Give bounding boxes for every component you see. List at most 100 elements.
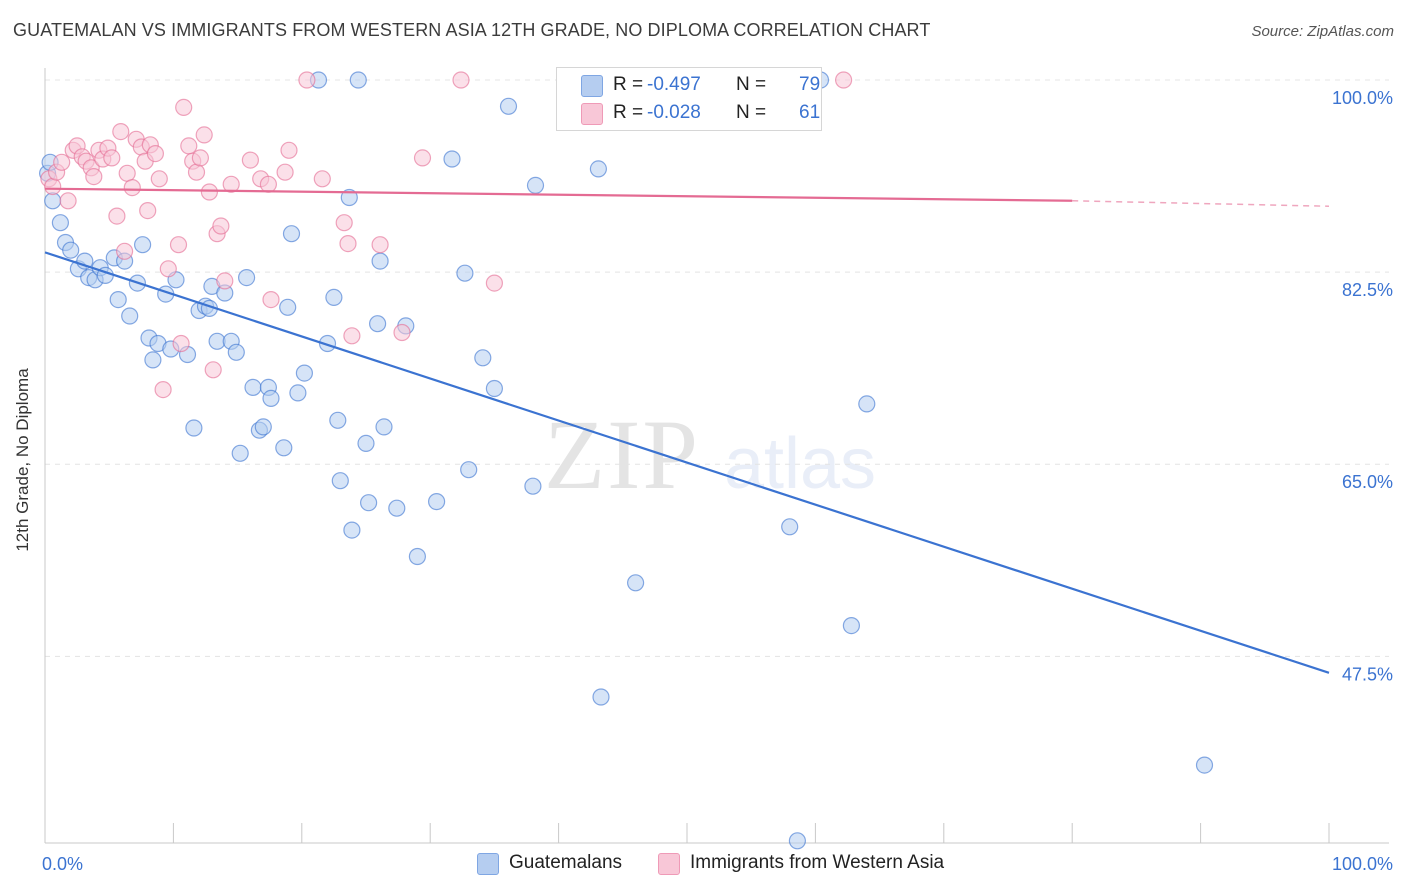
point-guatemalans — [325, 288, 343, 306]
tick-labels: 100.0% 82.5% 65.0% 47.5% 0.0% 100.0% — [42, 88, 1393, 874]
point-guatemalans — [858, 395, 876, 413]
point-western-asia — [241, 151, 259, 169]
point-guatemalans — [282, 225, 301, 243]
point-guatemalans — [408, 547, 426, 566]
x-tick-label: 0.0% — [42, 854, 83, 874]
point-guatemalans — [275, 439, 293, 457]
watermark-zip: ZIP — [544, 399, 700, 510]
point-guatemalans — [254, 418, 272, 436]
point-guatemalans — [231, 444, 249, 462]
point-western-asia — [371, 236, 389, 254]
point-guatemalans — [781, 518, 799, 536]
point-western-asia — [262, 291, 280, 309]
point-guatemalans — [279, 298, 297, 316]
point-guatemalans — [289, 384, 307, 402]
point-western-asia — [222, 175, 240, 193]
point-western-asia — [413, 149, 432, 167]
point-guatemalans — [349, 71, 367, 89]
point-western-asia — [393, 323, 411, 342]
source-credit: Source: ZipAtlas.com — [1251, 23, 1394, 40]
point-guatemalans — [369, 315, 387, 333]
point-western-asia — [204, 361, 222, 379]
point-guatemalans — [524, 477, 542, 495]
point-guatemalans — [227, 343, 245, 361]
point-guatemalans — [144, 351, 162, 369]
point-guatemalans — [474, 349, 492, 367]
point-western-asia — [108, 207, 126, 225]
point-guatemalans — [428, 493, 446, 511]
r-label: R = — [613, 102, 644, 123]
point-guatemalans — [340, 188, 358, 207]
point-western-asia — [191, 149, 209, 167]
r-value: -0.028 — [647, 102, 701, 123]
legend-swatch-guatemalans — [477, 853, 499, 875]
point-western-asia — [154, 381, 172, 399]
point-guatemalans — [592, 688, 610, 706]
point-western-asia — [123, 179, 141, 197]
point-western-asia — [313, 170, 331, 188]
point-guatemalans — [371, 252, 389, 270]
point-guatemalans — [244, 378, 262, 396]
point-western-asia — [118, 164, 136, 182]
point-western-asia — [115, 242, 134, 260]
point-guatemalans — [51, 214, 70, 232]
point-western-asia — [112, 123, 130, 141]
point-western-asia — [834, 71, 853, 89]
point-guatemalans — [343, 521, 361, 539]
stats-legend: R = -0.497 N = 79 R = -0.028 N = 61 — [556, 67, 822, 131]
point-western-asia — [195, 126, 213, 144]
r-value: -0.497 — [647, 74, 701, 95]
y-tick-label: 100.0% — [1332, 88, 1393, 108]
point-guatemalans — [375, 418, 393, 436]
point-western-asia — [212, 217, 230, 235]
legend-label-guatemalans: Guatemalans — [509, 852, 623, 873]
point-guatemalans — [331, 472, 349, 490]
point-guatemalans — [526, 176, 545, 194]
point-western-asia — [339, 235, 357, 253]
point-guatemalans — [238, 269, 256, 287]
point-western-asia — [159, 260, 177, 278]
point-western-asia — [280, 141, 298, 159]
point-guatemalans — [134, 236, 152, 254]
n-label: N = — [736, 102, 767, 123]
point-guatemalans — [318, 334, 337, 353]
point-western-asia — [452, 71, 470, 89]
point-western-asia — [103, 149, 121, 167]
point-western-asia — [169, 236, 188, 254]
n-value: 79 — [799, 74, 821, 95]
trend-line-guatemalans — [44, 251, 1330, 674]
legend-label-western-asia: Immigrants from Western Asia — [690, 852, 945, 873]
legend-swatch-western-asia — [658, 853, 680, 875]
point-guatemalans — [388, 499, 406, 517]
legend-swatch-guatemalans — [581, 75, 603, 97]
point-western-asia — [53, 153, 71, 171]
point-western-asia — [139, 202, 157, 220]
point-guatemalans — [357, 434, 375, 452]
point-guatemalans — [329, 411, 347, 429]
point-western-asia — [200, 183, 218, 201]
point-western-asia — [259, 175, 277, 193]
trend-line-western-asia — [44, 187, 1073, 202]
point-guatemalans — [788, 832, 807, 850]
point-western-asia — [298, 71, 316, 89]
point-western-asia — [175, 98, 193, 117]
chart-title: GUATEMALAN VS IMMIGRANTS FROM WESTERN AS… — [13, 20, 931, 40]
y-tick-label: 47.5% — [1342, 664, 1393, 684]
n-value: 61 — [799, 102, 821, 123]
y-tick-label: 65.0% — [1342, 472, 1393, 492]
point-guatemalans — [109, 291, 127, 309]
point-guatemalans — [360, 494, 378, 512]
legend-swatch-western-asia — [581, 103, 603, 125]
point-guatemalans — [443, 150, 461, 168]
point-guatemalans — [295, 364, 313, 382]
point-guatemalans — [499, 97, 518, 115]
n-label: N = — [736, 74, 767, 95]
point-western-asia — [276, 163, 294, 181]
point-western-asia — [59, 192, 77, 210]
point-guatemalans — [262, 389, 280, 407]
point-guatemalans — [456, 264, 474, 282]
x-tick-label: 100.0% — [1332, 854, 1393, 874]
point-western-asia — [485, 274, 503, 292]
point-guatemalans — [460, 461, 478, 479]
